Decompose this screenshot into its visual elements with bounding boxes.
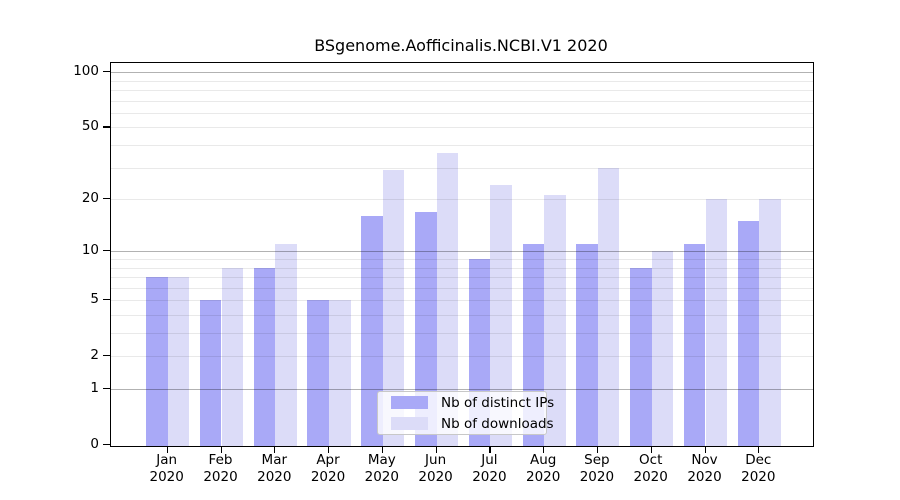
gridline-50 bbox=[111, 127, 813, 129]
y-tick-2 bbox=[103, 355, 110, 357]
gridline-2 bbox=[111, 356, 813, 358]
gridline-4 bbox=[111, 315, 813, 316]
y-tick-label-0: 0 bbox=[90, 435, 99, 452]
x-tick-label-apr: Apr 2020 bbox=[310, 452, 346, 485]
gridline-9 bbox=[111, 259, 813, 260]
gridline-60 bbox=[111, 112, 813, 114]
gridline-80 bbox=[111, 90, 813, 91]
y-tick-0 bbox=[103, 444, 110, 446]
legend-swatch-downloads bbox=[391, 417, 428, 430]
y-tick-label-1: 1 bbox=[90, 379, 99, 396]
x-tick-sep bbox=[596, 447, 599, 453]
legend-label-downloads: Nb of downloads bbox=[441, 415, 554, 432]
chart-title: BSgenome.Aofficinalis.NCBI.V1 2020 bbox=[314, 36, 608, 55]
bar-distinct-ips-feb bbox=[199, 300, 222, 446]
bar-distinct-ips-may bbox=[361, 216, 383, 446]
bar-distinct-ips-jun bbox=[415, 211, 437, 446]
y-tick-label-50: 50 bbox=[81, 117, 99, 134]
x-tick-dec bbox=[758, 447, 760, 453]
gridline-1 bbox=[111, 389, 813, 390]
legend-label-distinct-ips: Nb of distinct IPs bbox=[441, 394, 555, 411]
bar-downloads-oct bbox=[651, 251, 674, 446]
x-tick-label-mar: Mar 2020 bbox=[257, 452, 292, 485]
bar-distinct-ips-jan bbox=[146, 277, 168, 446]
bar-downloads-jun bbox=[436, 153, 459, 446]
y-tick-label-20: 20 bbox=[81, 189, 99, 206]
y-tick-label-5: 5 bbox=[90, 290, 99, 307]
x-tick-label-aug: Aug 2020 bbox=[526, 452, 561, 485]
gridline-90 bbox=[111, 80, 813, 82]
y-tick-5 bbox=[103, 299, 110, 301]
x-tick-jul bbox=[489, 447, 491, 453]
legend: Nb of distinct IPs Nb of downloads bbox=[377, 391, 554, 435]
y-tick-100 bbox=[103, 71, 110, 73]
bar-downloads-mar bbox=[275, 244, 297, 446]
x-tick-oct bbox=[650, 447, 652, 453]
plot-area bbox=[110, 62, 814, 447]
x-tick-feb bbox=[220, 447, 222, 453]
bar-downloads-may bbox=[382, 170, 405, 446]
gridline-7 bbox=[111, 277, 813, 278]
gridline-70 bbox=[111, 100, 813, 102]
gridline-40 bbox=[111, 145, 813, 146]
bar-distinct-ips-mar bbox=[253, 267, 276, 446]
bar-distinct-ips-sep bbox=[576, 244, 598, 446]
y-tick-1 bbox=[103, 388, 110, 390]
bar-distinct-ips-oct bbox=[630, 267, 652, 446]
x-tick-may bbox=[381, 447, 383, 453]
gridline-8 bbox=[111, 267, 813, 269]
gridline-100 bbox=[111, 72, 813, 74]
bar-downloads-aug bbox=[544, 195, 566, 446]
y-tick-label-2: 2 bbox=[90, 346, 99, 363]
bar-distinct-ips-dec bbox=[737, 221, 760, 446]
x-tick-label-nov: Nov 2020 bbox=[687, 452, 722, 485]
bar-downloads-nov bbox=[705, 199, 728, 446]
gridline-20 bbox=[111, 199, 813, 201]
x-tick-apr bbox=[328, 447, 330, 453]
y-tick-label-10: 10 bbox=[81, 241, 99, 258]
x-tick-label-dec: Dec 2020 bbox=[741, 452, 776, 485]
x-tick-jan bbox=[166, 447, 168, 453]
bar-downloads-dec bbox=[759, 199, 781, 446]
bar-distinct-ips-apr bbox=[307, 300, 329, 446]
y-tick-20 bbox=[103, 198, 110, 200]
x-tick-label-oct: Oct 2020 bbox=[633, 452, 668, 485]
x-tick-nov bbox=[704, 447, 706, 453]
x-tick-label-jun: Jun 2020 bbox=[418, 452, 453, 485]
x-tick-label-may: May 2020 bbox=[364, 452, 399, 485]
x-tick-label-jul: Jul 2020 bbox=[472, 452, 507, 485]
y-tick-10 bbox=[103, 250, 110, 252]
x-tick-mar bbox=[274, 447, 276, 453]
gridline-10 bbox=[111, 251, 813, 253]
x-tick-aug bbox=[543, 447, 545, 453]
y-tick-label-100: 100 bbox=[73, 62, 99, 79]
gridline-30 bbox=[111, 167, 813, 169]
x-tick-label-jan: Jan 2020 bbox=[149, 452, 184, 485]
x-tick-jun bbox=[435, 447, 437, 453]
gridline-6 bbox=[111, 287, 813, 289]
legend-swatch-distinct-ips bbox=[391, 396, 428, 409]
bar-downloads-feb bbox=[221, 267, 244, 446]
legend-row-distinct-ips: Nb of distinct IPs bbox=[391, 395, 554, 411]
x-tick-label-feb: Feb 2020 bbox=[203, 452, 238, 485]
gridline-5 bbox=[111, 300, 813, 302]
y-tick-50 bbox=[103, 126, 110, 128]
bar-distinct-ips-nov bbox=[683, 244, 706, 446]
legend-row-downloads: Nb of downloads bbox=[391, 416, 554, 432]
x-tick-label-sep: Sep 2020 bbox=[579, 452, 615, 485]
bar-downloads-jan bbox=[167, 277, 190, 446]
gridline-3 bbox=[111, 333, 813, 334]
bar-downloads-jul bbox=[490, 185, 512, 446]
bar-downloads-sep bbox=[597, 167, 620, 446]
bar-downloads-apr bbox=[329, 300, 351, 446]
